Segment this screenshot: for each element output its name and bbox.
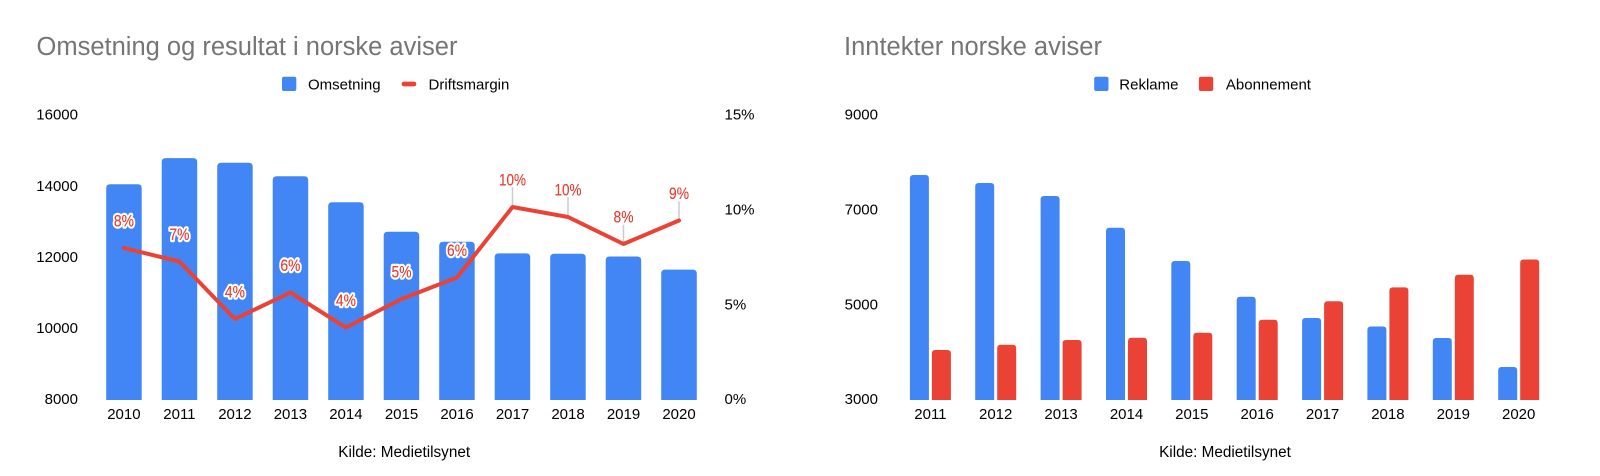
svg-text:6%: 6%	[280, 256, 300, 275]
svg-text:9%: 9%	[669, 184, 689, 203]
svg-text:Kilde: Medietilsynet: Kilde: Medietilsynet	[338, 444, 471, 461]
svg-text:Reklame: Reklame	[1119, 77, 1178, 94]
svg-text:2013: 2013	[1044, 406, 1077, 423]
svg-text:Omsetning: Omsetning	[308, 77, 381, 94]
svg-text:2013: 2013	[274, 406, 307, 423]
svg-text:4%: 4%	[225, 283, 245, 302]
svg-text:2014: 2014	[1110, 406, 1143, 423]
svg-text:6%: 6%	[280, 256, 300, 275]
svg-text:5%: 5%	[725, 296, 747, 313]
svg-text:Abonnement: Abonnement	[1226, 77, 1312, 94]
svg-text:3000: 3000	[845, 391, 878, 408]
svg-text:2019: 2019	[607, 406, 640, 423]
svg-text:2016: 2016	[440, 406, 473, 423]
svg-text:2020: 2020	[1502, 406, 1535, 423]
svg-text:5%: 5%	[392, 263, 412, 282]
svg-text:0%: 0%	[725, 391, 747, 408]
svg-text:9000: 9000	[845, 107, 878, 124]
svg-text:2014: 2014	[329, 406, 362, 423]
svg-text:2020: 2020	[662, 406, 695, 423]
svg-text:2012: 2012	[218, 406, 251, 423]
svg-text:2015: 2015	[1175, 406, 1208, 423]
svg-text:10%: 10%	[725, 202, 755, 219]
svg-text:2012: 2012	[979, 406, 1012, 423]
svg-text:16000: 16000	[36, 107, 78, 124]
svg-text:12000: 12000	[36, 249, 78, 266]
svg-text:8%: 8%	[614, 208, 634, 227]
svg-text:10%: 10%	[555, 181, 582, 200]
svg-text:7%: 7%	[169, 225, 189, 244]
svg-text:10000: 10000	[36, 320, 78, 337]
svg-text:2011: 2011	[914, 406, 946, 423]
svg-text:10%: 10%	[499, 171, 526, 190]
svg-text:Inntekter norske aviser: Inntekter norske aviser	[844, 33, 1102, 61]
svg-text:14000: 14000	[36, 178, 78, 195]
svg-text:10%: 10%	[555, 181, 582, 200]
svg-text:Kilde: Medietilsynet: Kilde: Medietilsynet	[1159, 444, 1292, 461]
svg-text:4%: 4%	[225, 283, 245, 302]
svg-text:6%: 6%	[447, 241, 467, 260]
svg-text:9%: 9%	[669, 184, 689, 203]
svg-text:Omsetning og resultat i norske: Omsetning og resultat i norske aviser	[37, 33, 458, 61]
svg-text:2019: 2019	[1437, 406, 1470, 423]
svg-text:2016: 2016	[1241, 406, 1274, 423]
svg-text:Driftsmargin: Driftsmargin	[429, 77, 510, 94]
svg-text:6%: 6%	[447, 241, 467, 260]
svg-text:2011: 2011	[163, 406, 195, 423]
svg-text:8000: 8000	[45, 391, 78, 408]
svg-text:2018: 2018	[1371, 406, 1404, 423]
svg-text:2017: 2017	[496, 406, 529, 423]
svg-text:8%: 8%	[114, 212, 134, 231]
svg-text:5%: 5%	[392, 263, 412, 282]
svg-text:2017: 2017	[1306, 406, 1339, 423]
svg-text:5000: 5000	[845, 296, 878, 313]
svg-text:2010: 2010	[107, 406, 140, 423]
svg-text:2015: 2015	[385, 406, 418, 423]
svg-text:8%: 8%	[614, 208, 634, 227]
svg-text:10%: 10%	[499, 171, 526, 190]
svg-text:7%: 7%	[169, 225, 189, 244]
svg-text:15%: 15%	[725, 107, 755, 124]
svg-text:2018: 2018	[551, 406, 584, 423]
svg-text:4%: 4%	[336, 291, 356, 310]
svg-text:7000: 7000	[845, 202, 878, 219]
svg-text:4%: 4%	[336, 291, 356, 310]
svg-text:8%: 8%	[114, 212, 134, 231]
